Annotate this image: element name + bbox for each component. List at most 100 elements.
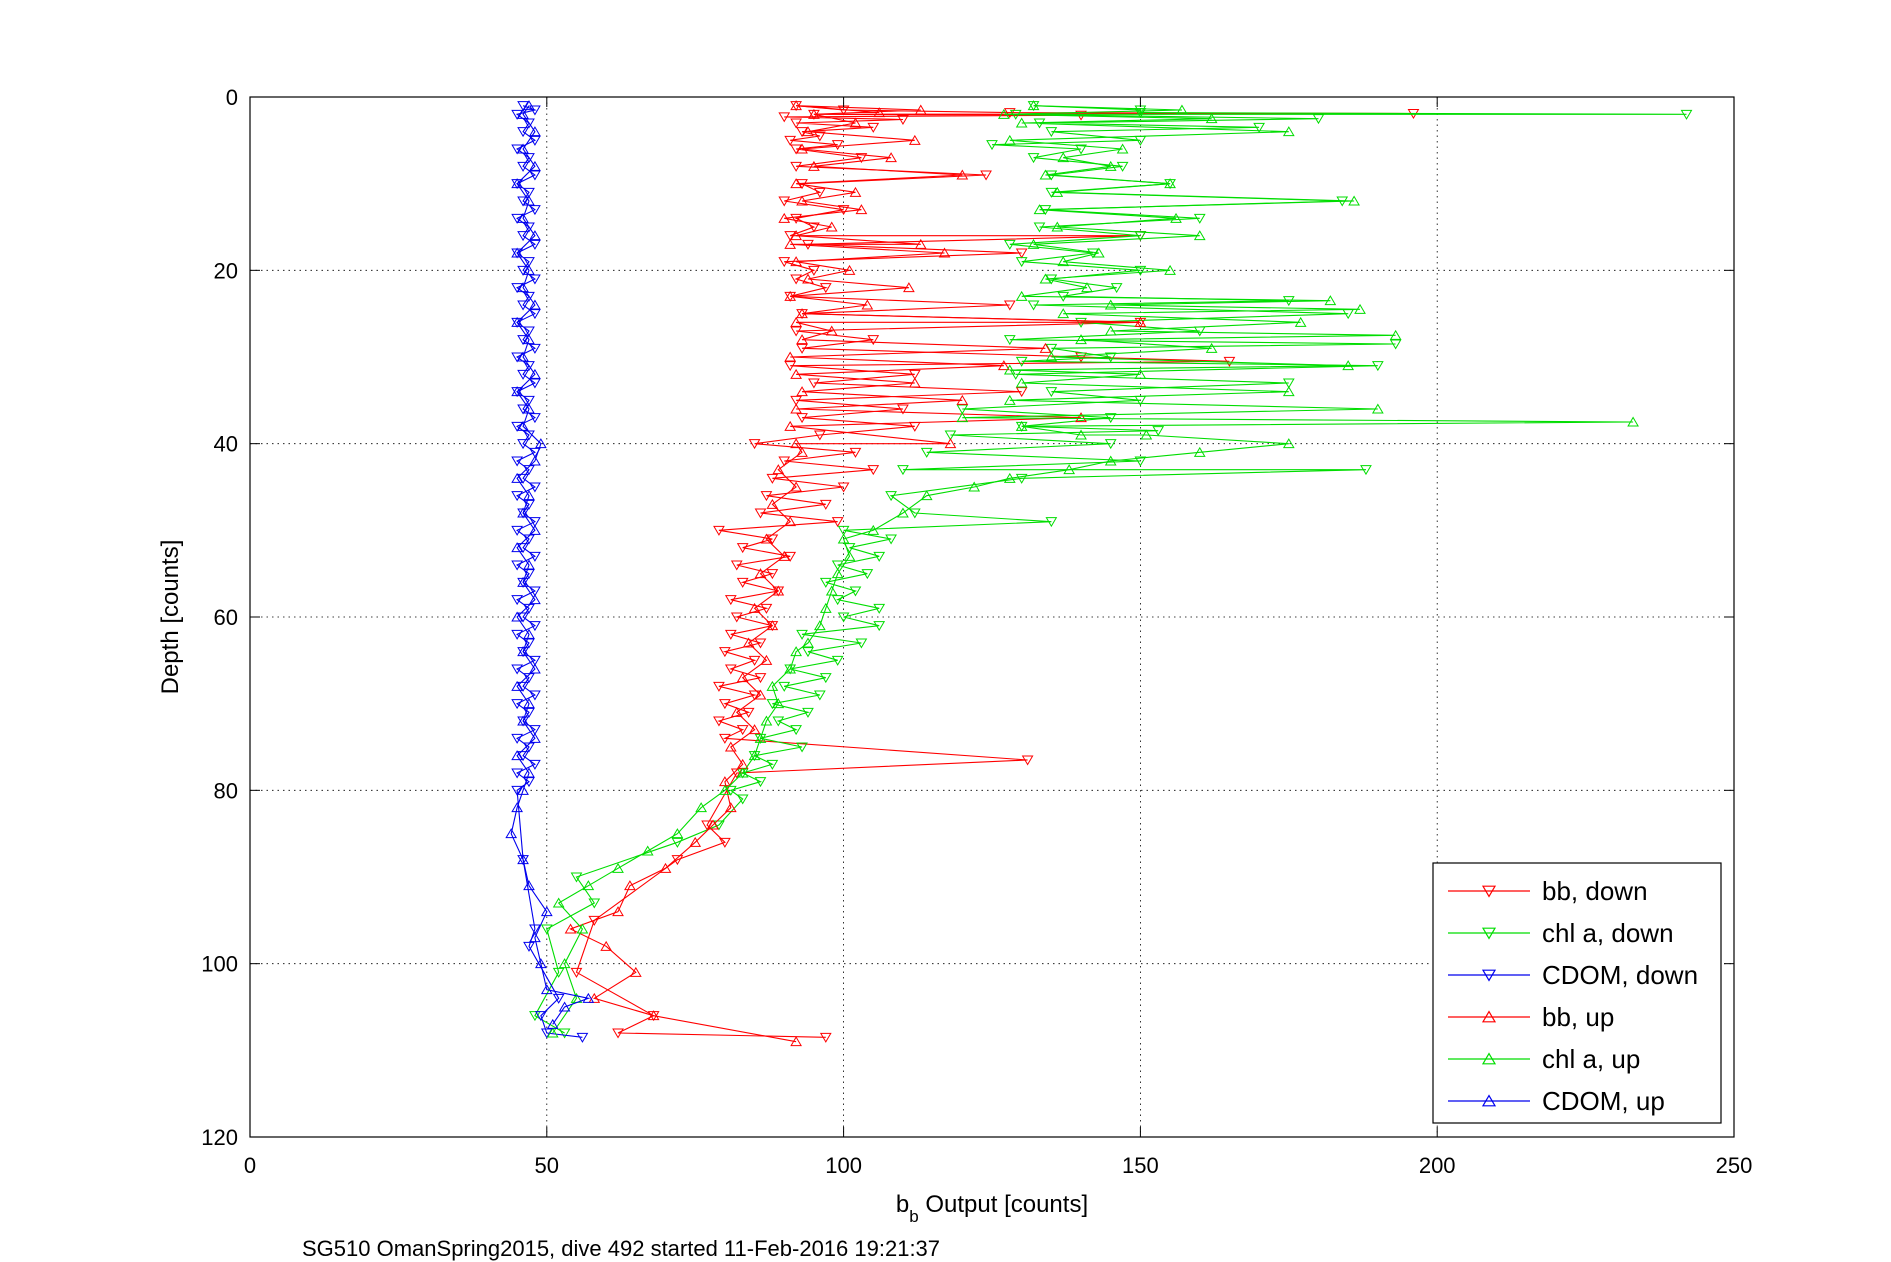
data-point <box>784 551 797 562</box>
data-point <box>1348 195 1360 206</box>
data-point <box>570 872 583 883</box>
series-line <box>510 105 591 1025</box>
data-point <box>612 862 624 873</box>
x-axis-label-main: b <box>896 1191 909 1218</box>
data-point <box>517 751 529 762</box>
data-point <box>885 491 897 502</box>
data-point <box>1057 152 1070 163</box>
y-tick-label: 60 <box>214 605 238 630</box>
data-point <box>1104 325 1117 336</box>
data-point <box>1205 342 1218 353</box>
data-point <box>624 880 636 891</box>
data-point <box>1104 352 1117 363</box>
data-point <box>534 958 547 969</box>
data-point <box>588 992 601 1003</box>
data-point <box>778 212 791 223</box>
data-point <box>707 819 719 830</box>
legend-label: chl a, up <box>1542 1044 1640 1074</box>
data-point <box>1015 257 1028 268</box>
data-point <box>724 629 737 640</box>
data-point <box>529 274 541 285</box>
data-point <box>802 707 814 718</box>
data-point <box>1021 755 1034 766</box>
legend-label: bb, up <box>1542 1002 1614 1032</box>
data-point <box>511 664 523 675</box>
data-point <box>778 456 791 467</box>
data-point <box>956 394 969 405</box>
data-point <box>867 524 880 535</box>
data-point <box>956 412 969 423</box>
data-point <box>1015 117 1028 128</box>
data-point <box>1371 361 1384 372</box>
data-point <box>819 673 832 684</box>
data-point <box>986 140 998 151</box>
data-point <box>920 490 933 501</box>
data-point <box>1282 438 1295 449</box>
data-point <box>956 404 969 415</box>
data-point <box>1253 122 1265 133</box>
data-point <box>647 1010 660 1021</box>
data-point <box>1051 186 1064 197</box>
data-point <box>517 473 529 484</box>
data-point <box>724 785 737 796</box>
data-point <box>837 205 850 216</box>
data-point <box>529 586 541 597</box>
data-point <box>808 265 820 276</box>
data-point <box>873 621 886 632</box>
data-point <box>582 880 595 891</box>
data-point <box>1104 439 1117 450</box>
data-point <box>778 681 791 692</box>
data-point <box>529 126 541 137</box>
data-point <box>719 647 731 658</box>
data-point <box>511 247 523 258</box>
data-point <box>802 647 814 658</box>
data-point <box>831 560 844 571</box>
data-point <box>701 820 713 831</box>
data-point <box>766 473 779 484</box>
data-point <box>938 247 951 258</box>
data-point <box>861 569 874 580</box>
legend-entry: CDOM, up <box>1448 1086 1665 1116</box>
data-point <box>1027 100 1040 111</box>
data-point <box>724 802 737 813</box>
data-point <box>529 932 541 943</box>
data-point <box>831 568 844 579</box>
data-point <box>796 127 808 138</box>
data-point <box>843 264 856 275</box>
data-point <box>517 784 529 795</box>
legend-entries: bb, down chl a, down CDOM, down bb, up chl a… <box>1448 876 1698 1116</box>
data-point <box>873 603 886 614</box>
data-point <box>1045 387 1058 398</box>
data-point <box>529 594 541 605</box>
x-tick-label: 100 <box>825 1153 862 1178</box>
x-tick-label: 250 <box>1716 1153 1753 1178</box>
data-point <box>1057 256 1070 267</box>
series-line <box>569 105 1141 1043</box>
y-tick-label: 80 <box>214 778 238 803</box>
data-point <box>796 629 808 640</box>
data-point <box>511 785 523 796</box>
data-point <box>517 439 529 450</box>
data-point <box>748 602 761 613</box>
data-point <box>742 637 755 648</box>
legend-entry: bb, up <box>1448 1002 1614 1032</box>
data-point <box>1039 342 1052 353</box>
data-point <box>517 507 529 518</box>
data-point <box>1164 264 1176 275</box>
data-point <box>529 732 541 743</box>
data-point <box>523 326 535 337</box>
data-point <box>511 421 523 432</box>
data-point <box>517 212 529 223</box>
data-point <box>517 369 529 380</box>
data-point <box>511 144 523 155</box>
data-point <box>517 161 529 172</box>
data-point <box>511 491 523 502</box>
data-point <box>968 481 981 492</box>
data-point <box>766 620 779 631</box>
data-point <box>517 196 529 207</box>
legend-label: CDOM, up <box>1542 1086 1665 1116</box>
data-point <box>1116 143 1129 154</box>
data-point <box>1134 368 1147 379</box>
data-point <box>523 187 535 198</box>
data-point <box>588 898 601 909</box>
